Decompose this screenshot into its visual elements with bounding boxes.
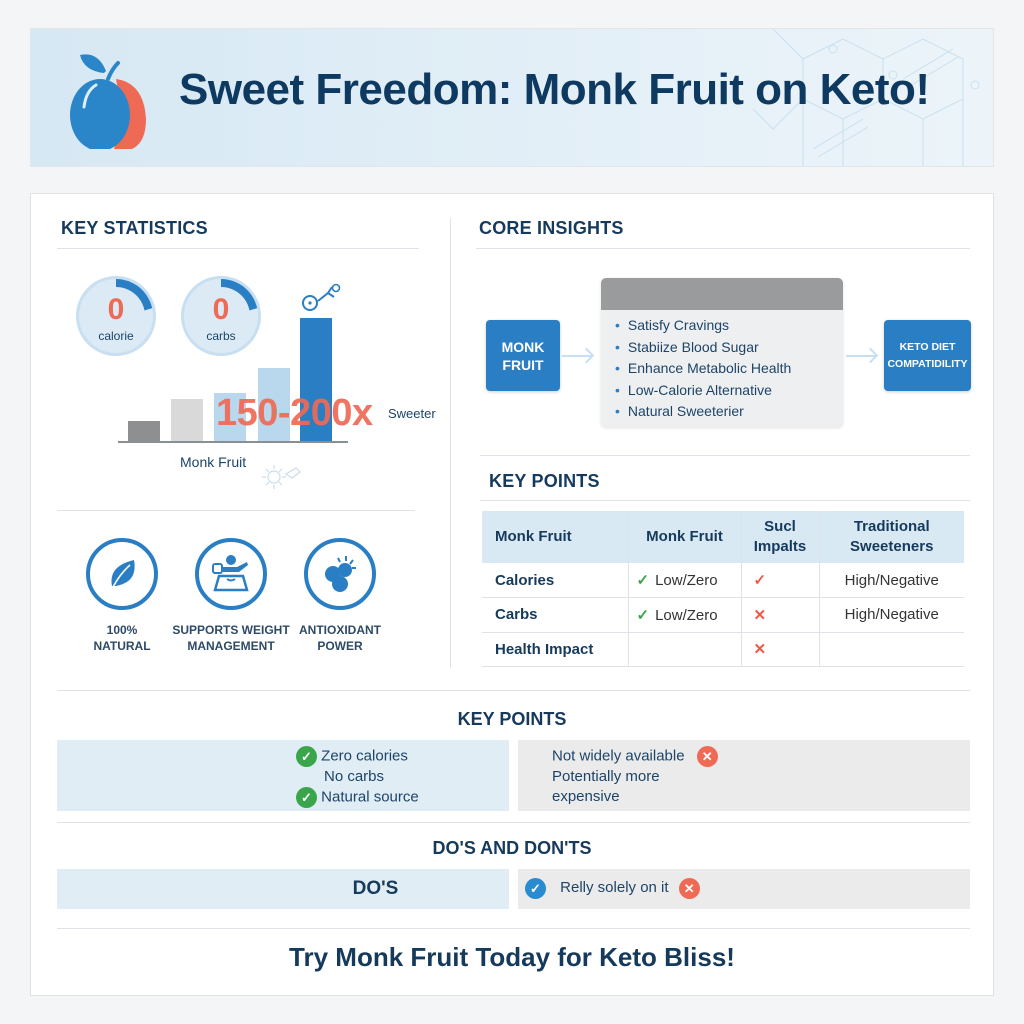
feature-label: POWER (317, 639, 363, 653)
check-icon: ✓ (636, 572, 650, 589)
divider (480, 455, 970, 456)
key-statistics-title: KEY STATISTICS (61, 218, 208, 238)
arrow-icon (846, 355, 876, 357)
benefit-item: Low-Calorie Alternative (615, 380, 843, 402)
pros-box (57, 740, 509, 811)
dont-item: Relly solely on it (560, 879, 669, 897)
benefit-item: Natural Sweeterier (615, 401, 843, 423)
feature-weight-management: SUPPORTS WEIGHT MANAGEMENT (171, 538, 291, 654)
column-header: Monk Fruit (482, 511, 629, 563)
donts-box: ✓ Relly solely on it ✕ (518, 869, 970, 909)
benefit-item: Enhance Metabolic Health (615, 358, 843, 380)
divider (480, 500, 970, 501)
divider (57, 822, 970, 823)
benefit-item: Satisfy Cravings (615, 315, 843, 337)
dos-donts-title: DO'S AND DON'TS (432, 838, 592, 858)
keto-compatibility-box: KETO DIET COMPATIDILITY (884, 320, 971, 391)
chart-bar (128, 421, 160, 441)
chart-x-axis (118, 441, 348, 443)
feature-label: NATURAL (93, 639, 151, 653)
gauge-label: calorie (98, 329, 134, 343)
card-header (601, 278, 843, 310)
divider (57, 690, 970, 691)
arrow-icon (562, 355, 592, 357)
sweetness-scale-icon (302, 283, 341, 311)
benefit-item: Stabiize Blood Sugar (615, 337, 843, 359)
gauge-label: carbs (206, 329, 236, 343)
table-row: Carbs ✓ Low/Zero ✕ High/Negative (482, 597, 964, 633)
comparison-table: Monk Fruit Monk Fruit Sucl Impalts Tradi… (482, 511, 964, 667)
sweetness-suffix: Sweeter (388, 406, 436, 421)
pro-item: No carbs (324, 768, 385, 785)
cross-circle-icon: ✕ (678, 878, 700, 899)
check-icon: ✓ (636, 606, 650, 624)
con-item: Not widely available (552, 747, 685, 765)
gauge-value: 0 (107, 293, 125, 326)
sweetness-value: 150-200x (216, 392, 373, 434)
con-item: Potentially more (552, 768, 660, 785)
feature-antioxidant: ANTIOXIDANT POWER (280, 538, 400, 654)
calorie-gauge: 0 calorie (76, 276, 156, 356)
monk-fruit-box: MONK FRUIT (486, 320, 560, 391)
cross-circle-icon: ✕ (696, 746, 718, 767)
weight-management-icon (212, 555, 249, 592)
divider (476, 248, 970, 249)
leaf-icon (111, 560, 135, 588)
core-insights-title: CORE INSIGHTS (479, 218, 624, 238)
antioxidant-berries-icon (325, 556, 356, 592)
feature-label: MANAGEMENT (187, 639, 275, 653)
chart-bar (258, 368, 290, 441)
benefits-card: Satisfy Cravings Stabiize Blood Sugar En… (601, 278, 843, 427)
dos-label: DO'S (352, 878, 399, 899)
column-header: Monk Fruit (628, 511, 742, 563)
gauge-value: 0 (212, 293, 230, 326)
table-header-row: Monk Fruit Monk Fruit Sucl Impalts Tradi… (482, 511, 964, 563)
cross-icon: ✕ (753, 641, 767, 659)
column-header: Traditional Sweeteners (819, 511, 964, 563)
chart-bar (171, 399, 203, 441)
column-header: Sucl Impalts (741, 511, 820, 563)
column-divider (450, 218, 451, 668)
hexagon-pattern-decoration (753, 29, 980, 166)
dos-box: DO'S (57, 869, 509, 909)
feature-label: 100% (106, 623, 138, 637)
divider (57, 510, 415, 511)
cons-box (518, 740, 970, 811)
chart-bar (300, 318, 332, 441)
check-circle-icon: ✓ (296, 787, 317, 808)
row-label: Health Impact (482, 632, 629, 667)
chart-bar (214, 393, 246, 441)
table-row: Health Impact ✕ (482, 632, 964, 667)
feature-label: SUPPORTS WEIGHT (172, 623, 290, 637)
table-row: Calories ✓ Low/Zero ✓ High/Negative (482, 563, 964, 598)
check-circle-icon: ✓ (296, 746, 317, 767)
comparison-title: KEY POINTS (489, 471, 600, 491)
monk-fruit-icon (70, 54, 146, 149)
benefits-list: Satisfy Cravings Stabiize Blood Sugar En… (601, 310, 843, 423)
divider (57, 928, 970, 929)
chart-axis-label: Monk Fruit (180, 454, 247, 470)
pro-item: Zero calories (321, 747, 408, 765)
pros-cons-title: KEY POINTS (457, 709, 567, 729)
row-label: Carbs (482, 597, 629, 633)
cons-list: Not widely available ✕ Potentially more … (552, 746, 718, 807)
carbs-gauge: 0 carbs (181, 276, 261, 356)
sweetness-bar-chart (118, 290, 348, 441)
sparkle-decoration-icon (262, 465, 301, 489)
divider (57, 248, 419, 249)
check-red-icon: ✓ (753, 572, 767, 589)
feature-natural: 100% NATURAL (62, 538, 182, 654)
call-to-action: Try Monk Fruit Today for Keto Bliss! (289, 942, 735, 972)
pro-item: Natural source (321, 788, 419, 806)
pros-list: ✓ Zero calories No carbs ✓ Natural sourc… (296, 746, 419, 808)
header-banner: Sweet Freedom: Monk Fruit on Keto! (30, 28, 994, 167)
row-label: Calories (482, 563, 629, 598)
feature-label: ANTIOXIDANT (299, 623, 381, 637)
cross-icon: ✕ (753, 606, 767, 624)
con-item: expensive (552, 788, 620, 805)
page-title: Sweet Freedom: Monk Fruit on Keto! (179, 65, 930, 114)
check-circle-icon: ✓ (525, 878, 546, 899)
